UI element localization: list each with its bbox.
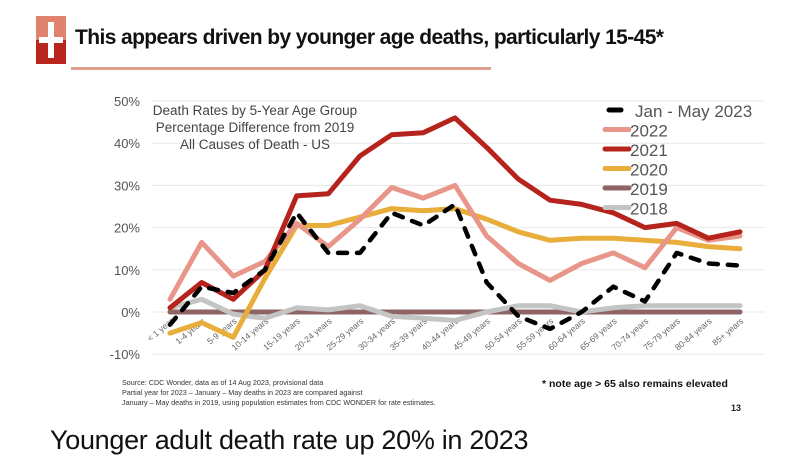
y-tick-label: 40% <box>114 136 140 151</box>
cross-horizontal <box>39 37 63 43</box>
caption: Younger adult death rate up 20% in 2023 <box>50 425 529 455</box>
legend-label: 2022 <box>630 122 668 141</box>
legend-label: 2019 <box>630 180 668 199</box>
series-lines <box>167 115 743 340</box>
legend-label: Jan - May 2023 <box>635 102 752 121</box>
age-note: * note age > 65 also remains elevated <box>542 378 728 390</box>
series-line-2022 <box>167 182 743 302</box>
title-underline <box>71 67 491 70</box>
series-line-2018 <box>167 296 743 323</box>
series-line-jan-may-2023 <box>167 202 743 332</box>
legend-label: 2018 <box>630 200 668 219</box>
y-tick-label: 30% <box>114 178 140 193</box>
source-line-3: January – May deaths in 2019, using popu… <box>122 398 436 407</box>
legend-label: 2021 <box>630 141 668 160</box>
y-tick-label: -10% <box>110 347 141 362</box>
y-tick-label: 20% <box>114 221 140 236</box>
x-tick-label: < 1 year <box>145 316 175 344</box>
source-note: Source: CDC Wonder, data as of 14 Aug 20… <box>122 378 436 408</box>
series-line-2020 <box>167 206 743 340</box>
slide-title: This appears driven by younger age death… <box>75 26 664 49</box>
page-number: 13 <box>731 403 742 413</box>
source-line-1: Source: CDC Wonder, data as of 14 Aug 20… <box>122 378 324 387</box>
y-tick-label: 0% <box>121 305 140 320</box>
legend-label: 2020 <box>630 161 668 180</box>
chart-subtitle-1: Percentage Difference from 2019 <box>156 120 355 135</box>
chart-title: Death Rates by 5-Year Age Group <box>153 103 357 118</box>
red-cross-logo <box>36 16 66 64</box>
x-tick-label: 85+ years <box>710 316 745 348</box>
y-tick-label: 50% <box>114 94 140 109</box>
source-line-2: Partial year for 2023 – January – May de… <box>122 388 363 397</box>
y-tick-label: 10% <box>114 263 140 278</box>
chart-title-block: Death Rates by 5-Year Age Group Percenta… <box>153 103 357 152</box>
chart-subtitle-2: All Causes of Death - US <box>180 137 330 152</box>
y-axis-ticks: -10% 0% 10% 20% 30% 40% 50% <box>110 94 141 362</box>
